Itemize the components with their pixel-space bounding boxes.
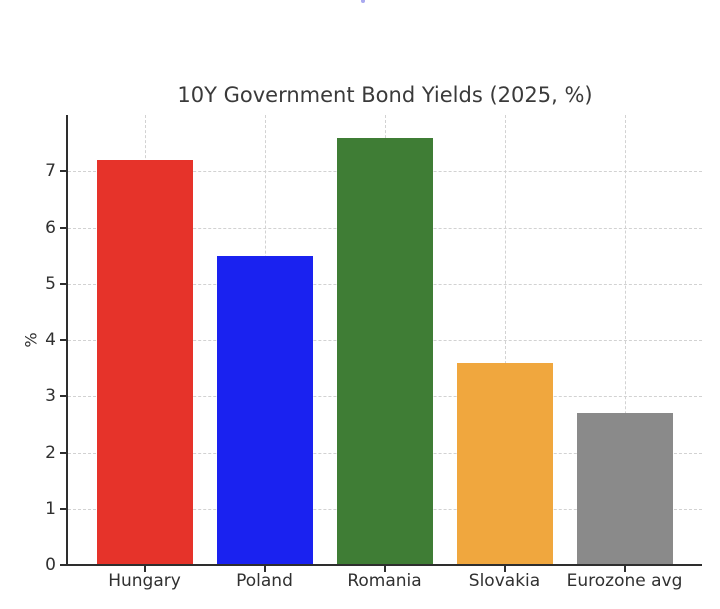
y-tick-label: 6: [45, 217, 56, 238]
y-tick-mark: [60, 170, 67, 173]
y-tick-label: 7: [45, 161, 56, 182]
y-tick-mark: [60, 395, 67, 398]
v-gridline: [504, 115, 506, 565]
x-tick-label: Slovakia: [468, 571, 541, 591]
x-tick-mark: [383, 566, 386, 572]
x-tick-label: Hungary: [108, 571, 181, 591]
y-axis-spine: [66, 115, 68, 566]
top-edge-artifact: [361, 0, 365, 3]
x-tick-label: Poland: [236, 571, 293, 591]
y-tick-label: 3: [45, 386, 56, 407]
bar-romania: [336, 137, 433, 565]
plot-area: [68, 115, 702, 565]
x-tick-mark: [623, 566, 626, 572]
y-tick-mark: [60, 564, 67, 566]
x-tick-mark: [263, 566, 266, 572]
y-tick-mark: [60, 451, 67, 454]
bar-eurozone-avg: [576, 413, 673, 565]
y-tick-label: 5: [45, 273, 56, 294]
bar-slovakia: [456, 362, 553, 565]
chart-title: 10Y Government Bond Yields (2025, %): [177, 83, 593, 107]
y-tick-label: 1: [45, 498, 56, 519]
x-axis-spine: [66, 564, 702, 566]
x-tick-mark: [143, 566, 146, 572]
y-tick-label: 4: [45, 330, 56, 350]
y-tick-mark: [60, 282, 67, 285]
x-tick-label: Romania: [347, 571, 422, 591]
bar-hungary: [96, 160, 193, 565]
y-tick-mark: [60, 339, 67, 341]
bar-poland: [216, 255, 313, 565]
y-tick-label: 2: [45, 442, 56, 463]
y-tick-label: 0: [45, 555, 56, 575]
v-gridline: [624, 115, 626, 565]
x-tick-label: Eurozone avg: [566, 571, 683, 591]
x-tick-mark: [503, 566, 506, 572]
y-tick-mark: [60, 507, 67, 510]
y-tick-mark: [60, 226, 67, 229]
